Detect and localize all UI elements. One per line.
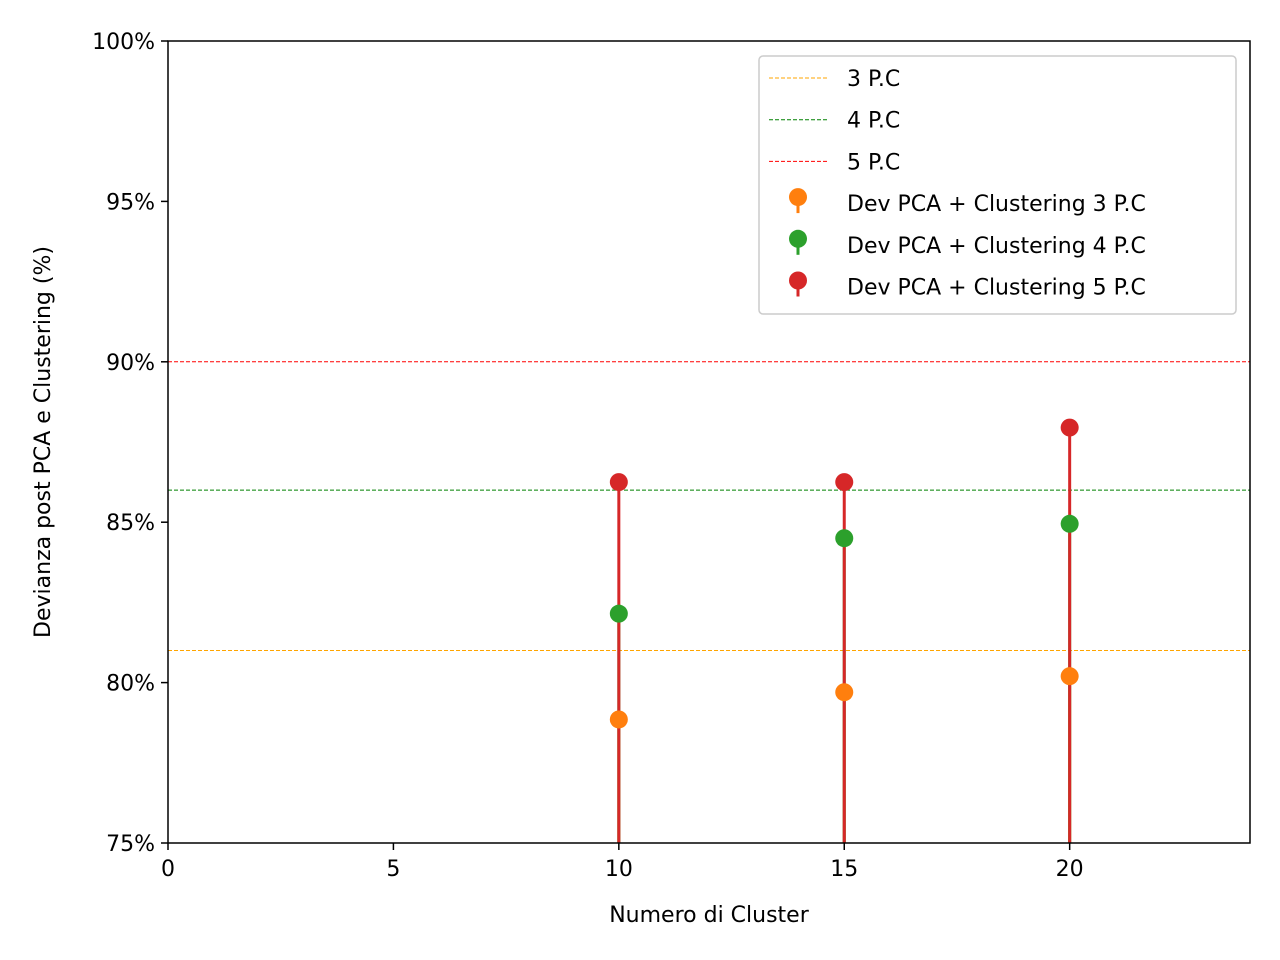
x-tick-label: 15 xyxy=(830,857,858,882)
x-tick-label: 10 xyxy=(605,857,633,882)
y-tick-label: 95% xyxy=(106,190,155,215)
y-tick-label: 90% xyxy=(106,351,155,376)
legend-swatch-marker xyxy=(789,188,807,207)
y-tick-label: 85% xyxy=(106,511,155,536)
y-axis-label: Devianza post PCA e Clustering (%) xyxy=(31,246,56,638)
y-tick-label: 75% xyxy=(106,832,155,857)
data-point xyxy=(609,710,628,729)
data-point xyxy=(1060,514,1079,533)
x-tick-label: 0 xyxy=(161,857,175,882)
legend-label: Dev PCA + Clustering 5 P.C xyxy=(847,276,1146,301)
axes-frame xyxy=(167,40,1251,844)
legend-swatch-marker xyxy=(789,271,807,290)
data-point xyxy=(835,529,854,548)
x-tick-label: 5 xyxy=(386,857,400,882)
data-point xyxy=(1060,418,1079,437)
x-tick-label: 20 xyxy=(1056,857,1084,882)
data-point xyxy=(609,473,628,492)
legend-label: 3 P.C xyxy=(847,67,900,92)
legend-label: 5 P.C xyxy=(847,150,900,175)
legend-swatch-marker xyxy=(789,229,807,248)
legend-label: Dev PCA + Clustering 3 P.C xyxy=(847,192,1146,217)
data-point xyxy=(835,473,854,492)
plot-area: 0 5 10 15 20 75% 80% 85% 90% 95% 100% xyxy=(92,30,1251,882)
x-axis-label: Numero di Cluster xyxy=(609,903,809,928)
legend-box xyxy=(758,55,1237,315)
legend: 3 P.C 4 P.C 5 P.C Dev PCA + Clustering 3 P.… xyxy=(758,55,1237,315)
legend-label: Dev PCA + Clustering 4 P.C xyxy=(847,234,1146,259)
data-point xyxy=(609,604,628,623)
y-tick-label: 80% xyxy=(106,672,155,697)
legend-label: 4 P.C xyxy=(847,109,900,134)
y-tick-label: 100% xyxy=(92,30,155,55)
data-point xyxy=(1060,667,1079,686)
data-point xyxy=(835,683,854,702)
